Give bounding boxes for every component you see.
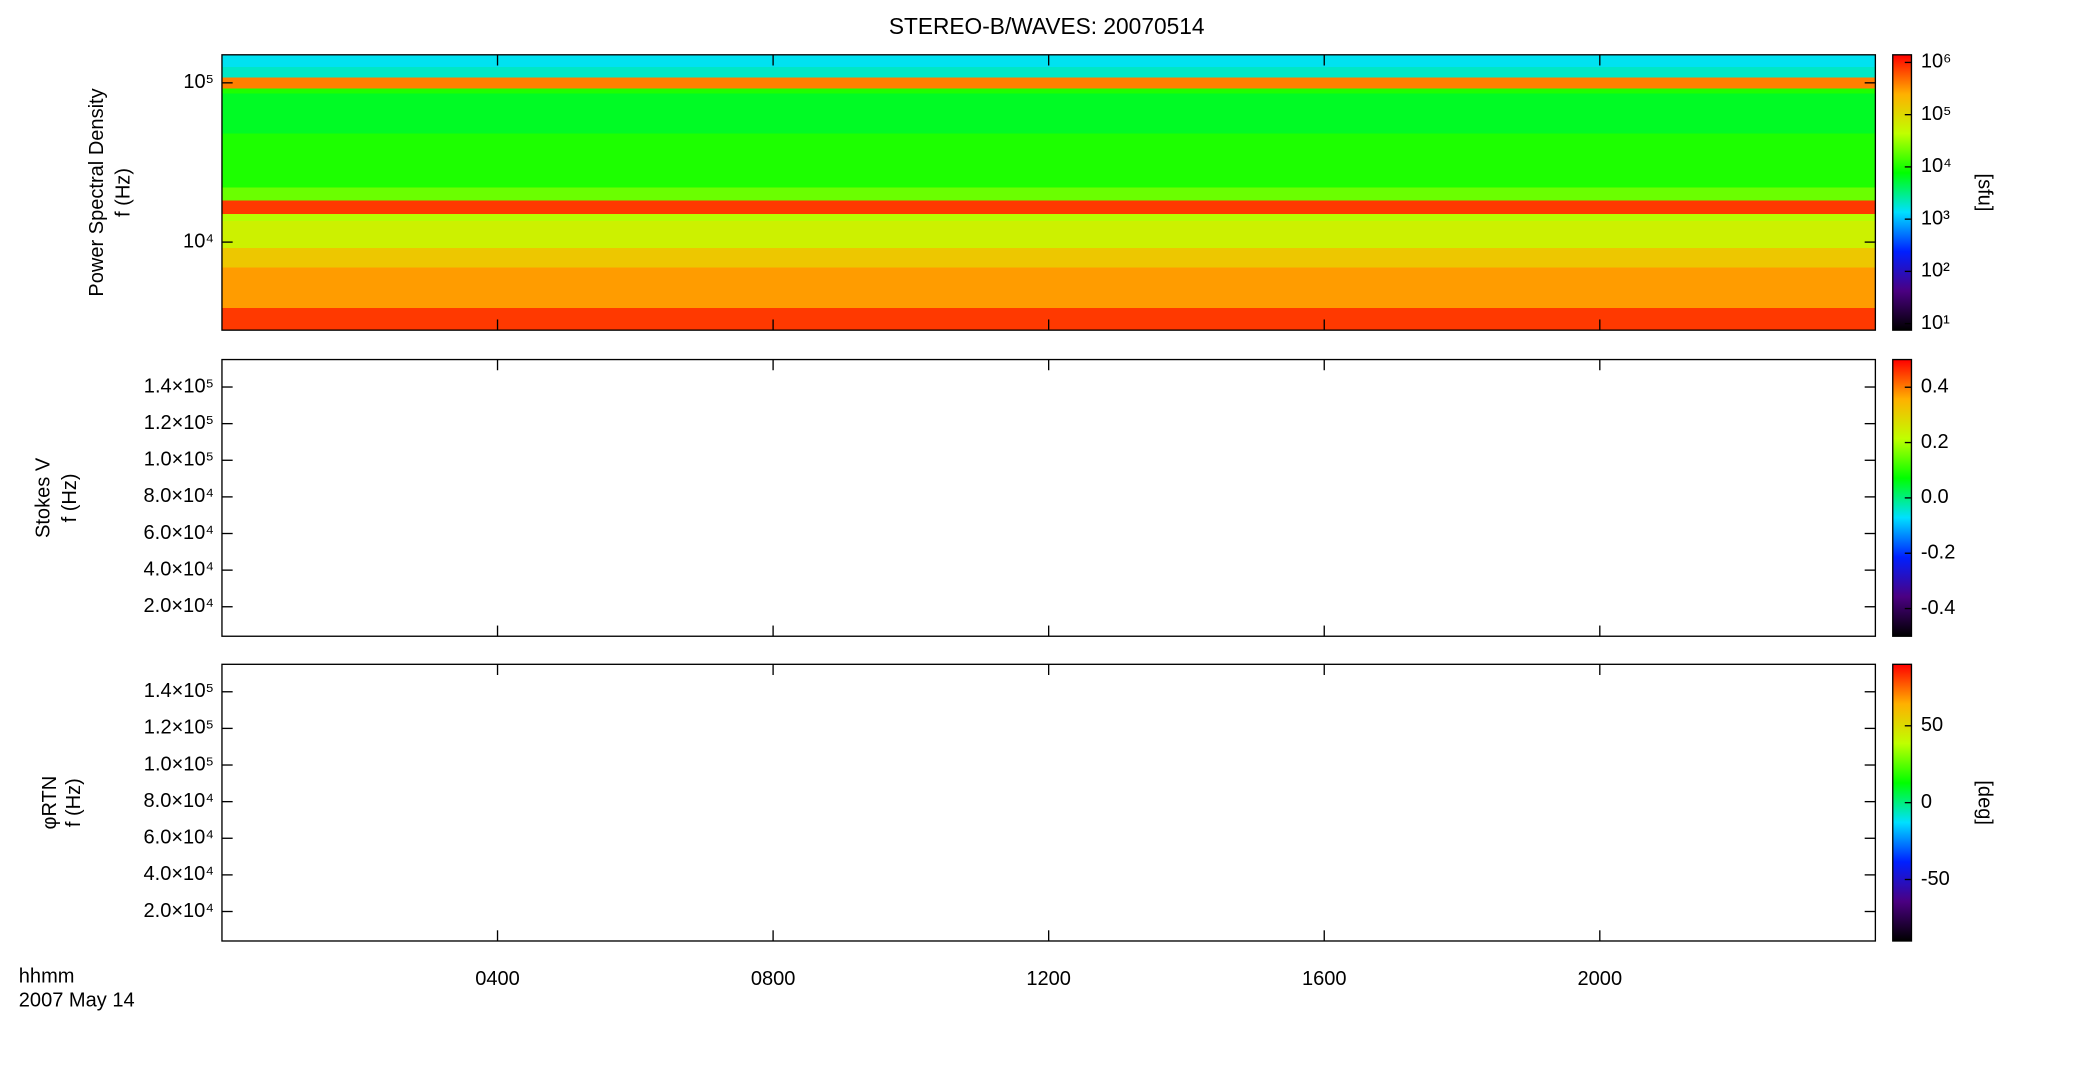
colorbar-label: [deg] [1973, 780, 1995, 825]
y-tick-label: 1.2×10⁵ [144, 412, 214, 434]
x-axis-caption: hhmm [19, 965, 75, 987]
y-tick-label: 4.0×10⁴ [144, 558, 214, 580]
y-tick-label: 4.0×10⁴ [144, 863, 214, 885]
colorbar-tick-label: 10⁵ [1921, 103, 1952, 125]
colorbar-tick-label: 0.4 [1921, 376, 1949, 398]
colorbar-tick-label: -0.2 [1921, 542, 1956, 564]
spectrogram-band [221, 133, 1876, 188]
spectrogram-band [221, 88, 1876, 94]
y-tick-label: 6.0×10⁴ [144, 827, 214, 849]
x-tick-label: 1200 [1026, 968, 1071, 990]
x-axis-caption: 2007 May 14 [19, 989, 135, 1011]
spectrogram-band [221, 220, 1876, 248]
x-tick-label: 2000 [1578, 968, 1623, 990]
y-axis-label: Stokes V [32, 457, 54, 538]
y-tick-label: 10⁵ [183, 71, 214, 93]
spectrogram-band [221, 200, 1876, 215]
spectrogram-band [221, 214, 1876, 221]
colorbar-tick-label: 10⁶ [1921, 51, 1952, 73]
colorbar-tick-label: -50 [1921, 868, 1950, 890]
spectrogram-band [221, 247, 1876, 268]
y-tick-label: 1.0×10⁵ [144, 753, 214, 775]
colorbar-label: [sfu] [1973, 174, 1995, 212]
spectrogram-band [221, 93, 1876, 134]
spectrogram-band [221, 66, 1876, 78]
y-tick-label: 2.0×10⁴ [144, 900, 214, 922]
plot-frame [221, 358, 1877, 637]
colorbar-tick-label: 0 [1921, 791, 1932, 813]
colorbar-tick-label: 0.0 [1921, 486, 1949, 508]
spectrogram-band [221, 307, 1876, 331]
colorbar-tick-label: 0.2 [1921, 431, 1949, 453]
y-tick-label: 10⁴ [183, 230, 214, 252]
x-tick-label: 1600 [1302, 968, 1347, 990]
spectrogram-band [221, 77, 1876, 89]
colorbar [1892, 54, 1913, 331]
y-axis-label: Power Spectral Density [86, 88, 108, 296]
x-tick-label: 0400 [475, 968, 520, 990]
spectrogram-band [221, 267, 1876, 308]
y-tick-label: 1.2×10⁵ [144, 717, 214, 739]
y-tick-label: 8.0×10⁴ [144, 790, 214, 812]
y-tick-label: 1.4×10⁵ [144, 375, 214, 397]
colorbar-tick-label: 10³ [1921, 207, 1950, 229]
y-tick-label: 1.4×10⁵ [144, 680, 214, 702]
colorbar-tick-label: 50 [1921, 714, 1943, 736]
colorbar-tick-label: 10¹ [1921, 312, 1950, 334]
y-tick-label: 1.0×10⁵ [144, 449, 214, 471]
plot-frame [221, 663, 1877, 942]
spectrogram-band [221, 187, 1876, 201]
chart-title: STEREO-B/WAVES: 20070514 [889, 13, 1205, 39]
y-axis-label: φRTN [39, 776, 61, 830]
y-axis-label: f (Hz) [113, 168, 135, 217]
colorbar-tick-label: 10² [1921, 260, 1950, 282]
y-axis-label: f (Hz) [63, 778, 85, 827]
colorbar-tick-label: -0.4 [1921, 597, 1956, 619]
y-tick-label: 8.0×10⁴ [144, 485, 214, 507]
x-tick-label: 0800 [751, 968, 796, 990]
y-axis-label: f (Hz) [59, 473, 81, 522]
y-tick-label: 2.0×10⁴ [144, 595, 214, 617]
y-tick-label: 6.0×10⁴ [144, 522, 214, 544]
colorbar-tick-label: 10⁴ [1921, 155, 1952, 177]
